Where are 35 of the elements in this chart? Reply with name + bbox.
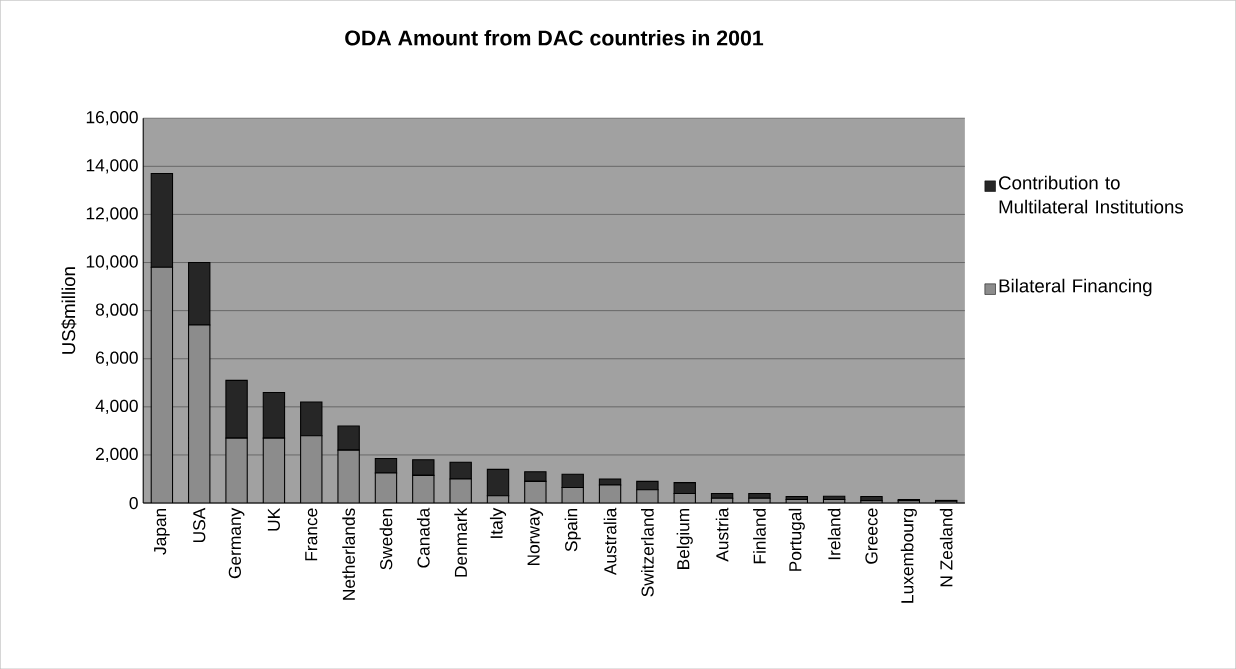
x-tick-label: Belgium xyxy=(676,508,693,569)
y-tick-label: 2,000 xyxy=(96,447,138,462)
x-tick-label: France xyxy=(305,508,318,561)
y-tick-label: 8,000 xyxy=(95,303,138,318)
legend-label: Contribution to Multilateral Institutions xyxy=(999,175,1184,214)
x-tick-label: Canada xyxy=(416,507,430,568)
x-tick-label: Sweden xyxy=(379,508,393,570)
x-tick-label: Austria xyxy=(715,507,729,562)
legend-label: Bilateral Financing xyxy=(999,278,1152,297)
x-tick-label: Greece xyxy=(865,508,878,564)
y-tick-label: 14,000 xyxy=(86,159,138,174)
x-tick-label: Finland xyxy=(753,508,766,564)
y-axis-title: US$million xyxy=(61,267,77,354)
y-tick-label: 10,000 xyxy=(86,255,138,270)
y-tick-label: 6,000 xyxy=(96,351,138,366)
x-tick-label: UK xyxy=(267,507,280,531)
x-tick-label: N Zealand xyxy=(939,508,953,587)
x-tick-label: Netherlands xyxy=(342,508,355,600)
x-tick-label: Ireland xyxy=(827,508,841,560)
x-tick-label: Switzerland xyxy=(641,508,654,597)
x-tick-label: Denmark xyxy=(454,507,468,577)
y-tick-label: 12,000 xyxy=(86,207,138,222)
x-tick-label: Italy xyxy=(489,507,507,538)
y-tick-label: 16,000 xyxy=(86,110,138,126)
x-tick-label: Portugal xyxy=(788,508,805,571)
y-tick-label: 4,000 xyxy=(95,399,138,414)
x-tick-label: Norway xyxy=(527,507,544,565)
x-tick-label: Spain xyxy=(564,508,581,552)
y-tick-label: 0 xyxy=(129,496,138,510)
x-tick-label: Germany xyxy=(228,507,245,579)
x-tick-label: USA xyxy=(193,507,206,542)
x-tick-label: Australia xyxy=(603,507,617,576)
chart-title: ODA Amount from DAC countries in 2001 xyxy=(345,29,764,46)
x-tick-label: Luxembourg xyxy=(900,508,917,603)
x-tick-label: Japan xyxy=(154,508,170,555)
